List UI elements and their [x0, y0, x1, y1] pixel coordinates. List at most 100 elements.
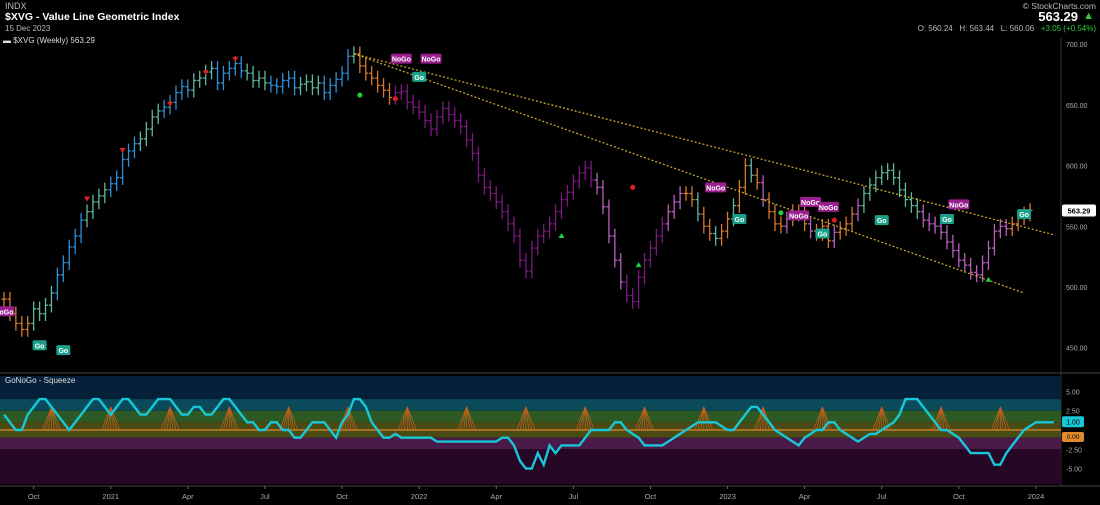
price-bar: [647, 240, 653, 268]
price-bar: [375, 70, 381, 93]
price-bar: [499, 194, 505, 219]
badge-bg: [412, 71, 427, 82]
indicator-legend: GoNoGo - Squeeze: [5, 376, 76, 385]
price-bar: [37, 301, 43, 321]
tent-strut: [584, 406, 592, 431]
change-value: +3.05 (+0.54%): [1040, 24, 1096, 33]
badge-label: NoGo: [949, 202, 968, 209]
down-triangle-icon: [84, 196, 91, 202]
price-bar: [48, 285, 54, 313]
badge-label: Go: [942, 217, 952, 224]
up-triangle-icon: [635, 262, 642, 268]
tent-strut: [872, 406, 883, 431]
price-bar: [475, 146, 481, 183]
axes: 700.00 650.00 600.00 550.00 500.00 450.00 563.…: [28, 42, 1096, 501]
price-bar: [719, 223, 725, 246]
price-bar: [831, 225, 837, 249]
signal-dot-icon: [831, 217, 837, 223]
badge-label: NoGo: [706, 185, 725, 192]
price-bar: [778, 216, 784, 234]
squeeze-line: [3, 397, 1054, 470]
price-bar: [873, 170, 879, 193]
tent-strut: [816, 406, 823, 431]
price-bar: [600, 180, 606, 215]
badge-label: NoGo: [801, 200, 820, 207]
price-bar: [564, 184, 570, 207]
legend-swatch-icon: ▬: [3, 36, 11, 45]
down-triangle-icon: [167, 101, 174, 107]
price-bar: [60, 255, 66, 283]
price-bar: [636, 269, 642, 309]
price-bar: [191, 73, 197, 98]
squeeze-tent: [220, 406, 239, 431]
tent-strut: [996, 406, 1001, 431]
tent-strut: [703, 406, 714, 431]
price-bar: [855, 198, 861, 222]
price-bar: [867, 177, 873, 201]
badge-bg: [420, 53, 442, 64]
tent-strut: [107, 406, 112, 431]
price-bar: [843, 216, 849, 236]
tent-strut: [110, 406, 121, 431]
tent-strut: [878, 406, 883, 431]
squeeze-tent: [42, 406, 61, 431]
signal-dot-icon: [357, 92, 363, 98]
price-bar: [96, 188, 102, 210]
price-bar: [742, 158, 748, 195]
price-bar: [897, 170, 903, 198]
price-bar: [950, 234, 956, 258]
price-bar: [713, 226, 719, 246]
badge-bg: [32, 340, 47, 351]
price-bar: [624, 274, 630, 303]
tent-strut: [220, 406, 230, 431]
tent-strut: [813, 406, 823, 431]
price-bar: [161, 99, 167, 119]
price-bar: [345, 48, 351, 81]
last-price-tag-text: 563.29: [1068, 206, 1091, 215]
tent-strut: [48, 406, 52, 431]
price-bar: [908, 192, 914, 213]
tent-strut: [516, 406, 527, 431]
indicator-band: [0, 449, 1061, 484]
indicator-last-tag-text: 1.00: [1066, 419, 1080, 426]
price-bar: [677, 186, 683, 210]
tent-strut: [999, 406, 1004, 431]
x-tick-label: Oct: [28, 492, 41, 501]
price-bar: [808, 216, 814, 239]
badge-label: Go: [35, 343, 45, 350]
badge-label: NoGo: [819, 205, 838, 212]
badge-bg: [1017, 209, 1032, 220]
price-bar: [303, 74, 309, 92]
tent-strut: [525, 406, 533, 431]
tent-strut: [581, 406, 586, 431]
low-label: L:: [1000, 24, 1008, 33]
indicator-band: [0, 399, 1061, 411]
tent-strut: [229, 406, 233, 431]
price-bar: [541, 223, 547, 244]
price-bar: [695, 192, 701, 222]
tent-strut: [641, 406, 645, 431]
tent-strut: [160, 406, 171, 431]
price-bar: [143, 121, 149, 147]
down-triangle-icon: [232, 56, 239, 62]
badge-bg: [874, 215, 889, 226]
price-bar: [215, 61, 221, 91]
price-tick-label: 700.00: [1066, 42, 1088, 49]
up-triangle-icon: [558, 232, 565, 238]
go-badge: Go: [939, 213, 954, 224]
price-bar: [535, 228, 541, 256]
badge-bg: [815, 228, 830, 239]
price-bar: [481, 167, 487, 195]
price-bar: [671, 194, 677, 219]
trend-line: [353, 53, 1054, 236]
price-bar: [689, 186, 695, 207]
price-bar: [333, 72, 339, 93]
price-tick-label: 500.00: [1066, 285, 1088, 292]
tent-strut: [229, 406, 239, 431]
tent-strut: [940, 406, 945, 431]
nogo-badge: NoGo: [948, 199, 970, 210]
tent-strut: [466, 406, 473, 431]
indicator-band: [0, 376, 1061, 400]
ohlc-readout: O: 560.24 H: 563.44 L: 560.06 +3.05 (+0.…: [918, 24, 1096, 33]
price-bar: [932, 216, 938, 234]
